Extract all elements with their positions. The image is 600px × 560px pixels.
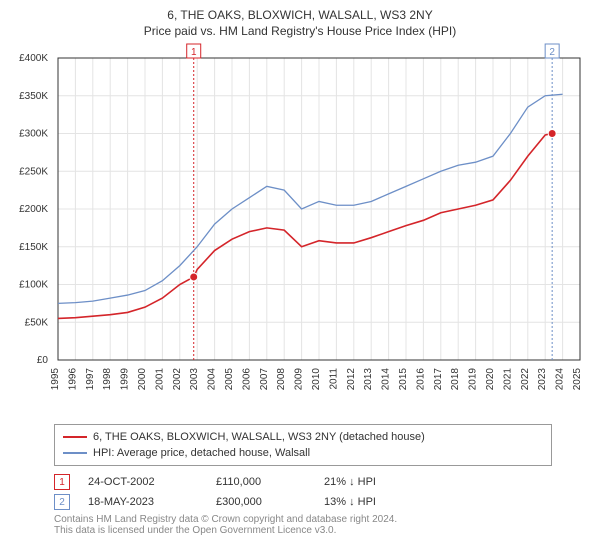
x-tick-label: 1997 xyxy=(85,368,96,391)
x-tick-label: 2011 xyxy=(328,368,339,390)
x-tick-label: 2014 xyxy=(381,368,392,391)
legend-swatch xyxy=(63,452,87,454)
legend-label: HPI: Average price, detached house, Wals… xyxy=(93,445,310,461)
x-tick-label: 2006 xyxy=(241,368,252,391)
x-tick-label: 2004 xyxy=(207,368,218,391)
event-delta: 21% ↓ HPI xyxy=(324,476,376,488)
price-marker xyxy=(548,130,556,138)
page-title: 6, THE OAKS, BLOXWICH, WALSALL, WS3 2NY xyxy=(16,8,584,22)
line-chart: £0£50K£100K£150K£200K£250K£300K£350K£400… xyxy=(54,44,576,414)
x-tick-label: 2012 xyxy=(346,368,357,391)
event-price: £300,000 xyxy=(216,496,306,508)
event-delta: 13% ↓ HPI xyxy=(324,496,376,508)
y-tick-label: £400K xyxy=(19,53,48,64)
event-badge-label: 1 xyxy=(191,47,197,58)
legend-swatch xyxy=(63,436,87,438)
x-tick-label: 2015 xyxy=(398,368,409,391)
x-tick-label: 2022 xyxy=(520,368,531,391)
x-tick-label: 2024 xyxy=(555,368,566,391)
page-subtitle: Price paid vs. HM Land Registry's House … xyxy=(16,24,584,38)
y-tick-label: £300K xyxy=(19,129,48,140)
event-badge: 2 xyxy=(54,494,70,510)
x-tick-label: 2025 xyxy=(572,368,583,391)
y-tick-label: £200K xyxy=(19,204,48,215)
price-marker xyxy=(190,273,198,281)
event-table: 1 24-OCT-2002 £110,000 21% ↓ HPI 2 18-MAY-202… xyxy=(54,474,584,510)
license-text: Contains HM Land Registry data © Crown c… xyxy=(54,514,584,536)
y-tick-label: £250K xyxy=(19,166,48,177)
license-line: Contains HM Land Registry data © Crown c… xyxy=(54,514,584,525)
y-tick-label: £100K xyxy=(19,280,48,291)
x-tick-label: 1998 xyxy=(102,368,113,391)
event-date: 24-OCT-2002 xyxy=(88,476,198,488)
x-tick-label: 2001 xyxy=(154,368,165,391)
legend-label: 6, THE OAKS, BLOXWICH, WALSALL, WS3 2NY … xyxy=(93,429,425,445)
x-tick-label: 2018 xyxy=(450,368,461,391)
y-tick-label: £0 xyxy=(37,355,49,366)
y-tick-label: £150K xyxy=(19,242,48,253)
x-tick-label: 2005 xyxy=(224,368,235,391)
event-badge-label: 2 xyxy=(549,47,555,58)
y-tick-label: £350K xyxy=(19,91,48,102)
x-tick-label: 1995 xyxy=(50,368,61,391)
x-tick-label: 2002 xyxy=(172,368,183,391)
x-tick-label: 2017 xyxy=(433,368,444,391)
y-tick-label: £50K xyxy=(25,317,49,328)
legend-row: 6, THE OAKS, BLOXWICH, WALSALL, WS3 2NY … xyxy=(63,429,543,445)
x-tick-label: 1999 xyxy=(120,368,131,391)
x-tick-label: 2003 xyxy=(189,368,200,391)
x-tick-label: 2007 xyxy=(259,368,270,391)
x-tick-label: 2010 xyxy=(311,368,322,391)
event-badge: 1 xyxy=(54,474,70,490)
x-tick-label: 2020 xyxy=(485,368,496,391)
event-date: 18-MAY-2023 xyxy=(88,496,198,508)
x-tick-label: 2019 xyxy=(468,368,479,391)
legend-row: HPI: Average price, detached house, Wals… xyxy=(63,445,543,461)
series-hpi xyxy=(58,94,563,303)
event-price: £110,000 xyxy=(216,476,306,488)
x-tick-label: 2021 xyxy=(502,368,513,391)
x-tick-label: 2023 xyxy=(537,368,548,391)
license-line: This data is licensed under the Open Gov… xyxy=(54,525,584,536)
x-tick-label: 1996 xyxy=(67,368,78,391)
x-tick-label: 2009 xyxy=(294,368,305,391)
x-tick-label: 2000 xyxy=(137,368,148,391)
x-tick-label: 2013 xyxy=(363,368,374,391)
event-row: 2 18-MAY-2023 £300,000 13% ↓ HPI xyxy=(54,494,584,510)
legend-box: 6, THE OAKS, BLOXWICH, WALSALL, WS3 2NY … xyxy=(54,424,552,466)
x-tick-label: 2008 xyxy=(276,368,287,391)
x-tick-label: 2016 xyxy=(415,368,426,391)
event-row: 1 24-OCT-2002 £110,000 21% ↓ HPI xyxy=(54,474,584,490)
